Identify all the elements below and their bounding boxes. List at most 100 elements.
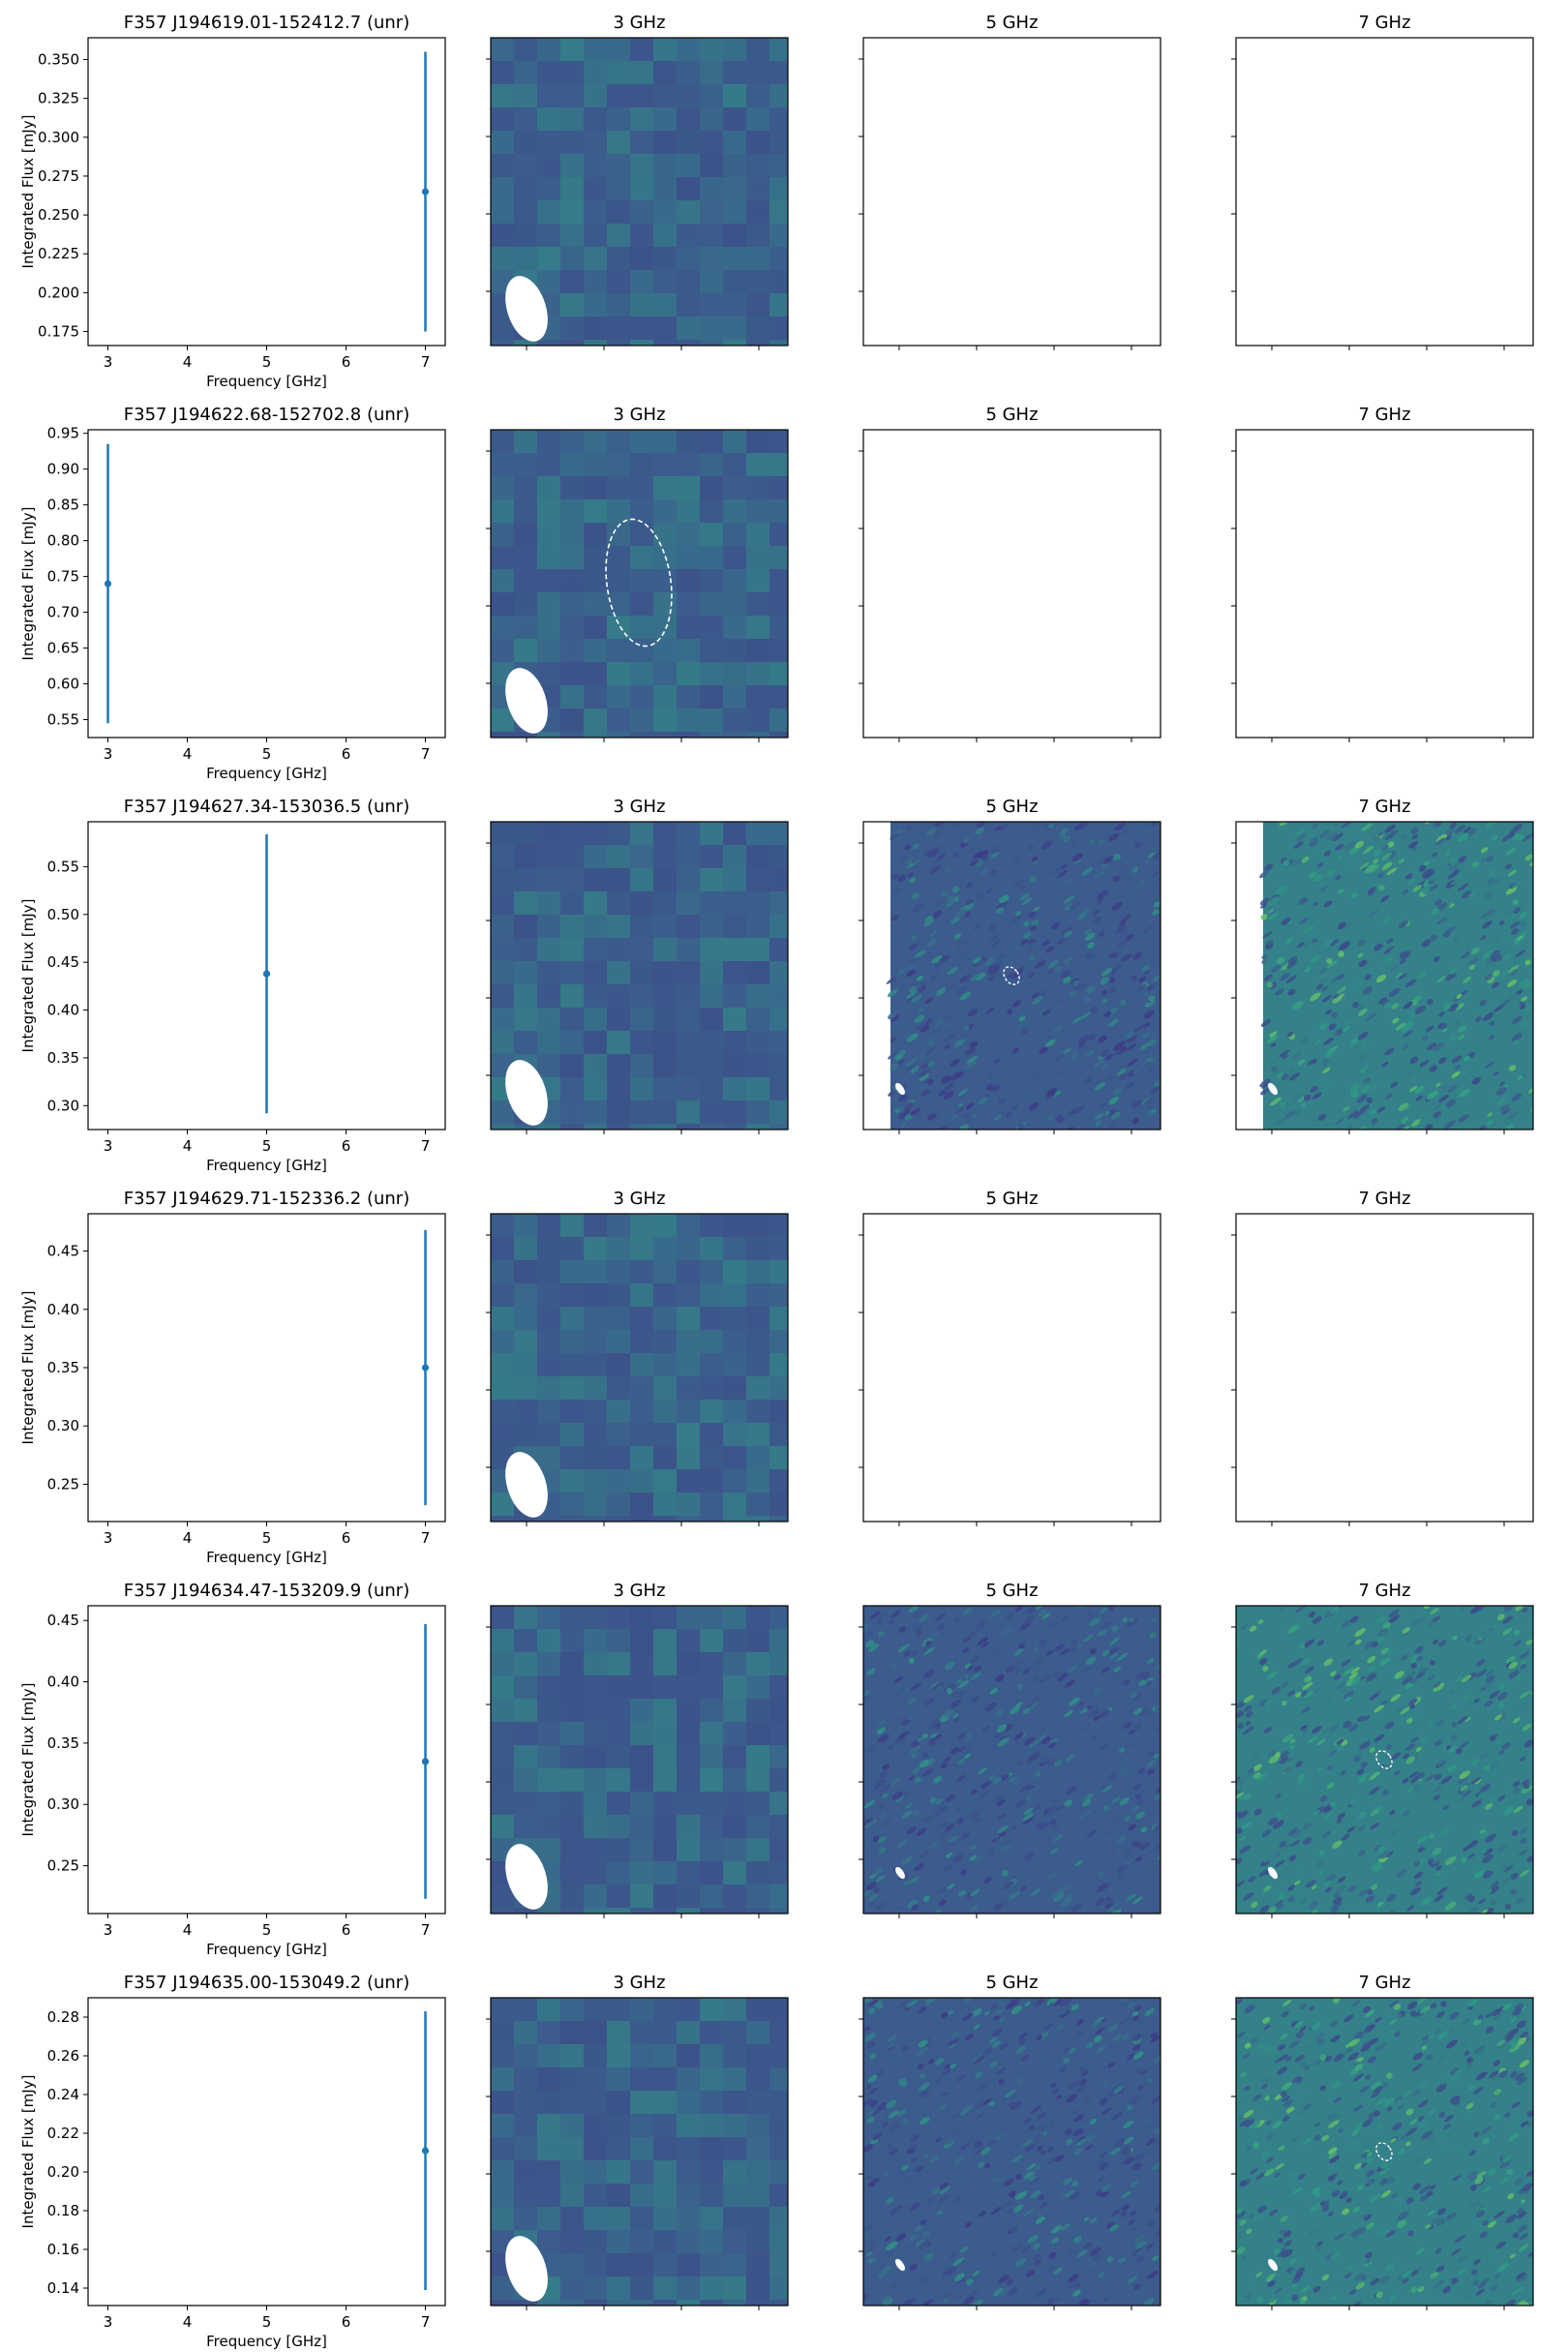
map-pixel bbox=[700, 984, 724, 1009]
map-pixel bbox=[653, 317, 678, 341]
map-pixel bbox=[653, 1031, 678, 1055]
map-pixel bbox=[700, 453, 724, 477]
map-speckle bbox=[1312, 2285, 1321, 2293]
map-speckle bbox=[924, 997, 933, 1005]
map-speckle bbox=[1260, 914, 1268, 920]
map-speckle bbox=[870, 2251, 881, 2259]
map-speckle bbox=[1077, 2136, 1086, 2143]
map-pixel bbox=[537, 1400, 561, 1424]
map-speckle bbox=[923, 919, 934, 927]
map-speckle bbox=[1111, 2209, 1121, 2216]
map-pixel bbox=[723, 732, 747, 738]
map-pixel bbox=[723, 430, 747, 454]
map-pixel bbox=[653, 107, 678, 132]
map-pixel bbox=[584, 270, 608, 294]
map-speckle bbox=[963, 978, 970, 983]
map-pixel bbox=[560, 2253, 585, 2277]
map-speckle bbox=[962, 1636, 972, 1643]
map-speckle bbox=[1451, 1055, 1462, 1064]
map-speckle bbox=[909, 943, 918, 950]
map-speckle bbox=[1416, 1671, 1426, 1679]
map-speckle bbox=[1088, 838, 1096, 845]
map-pixel bbox=[769, 523, 788, 547]
map-pixel bbox=[746, 84, 770, 108]
map-speckle bbox=[1371, 1884, 1378, 1890]
map-speckle bbox=[1512, 1781, 1521, 1788]
map-speckle bbox=[1436, 2055, 1448, 2064]
map-speckle bbox=[1022, 2139, 1034, 2148]
map-speckle bbox=[1072, 1015, 1083, 1024]
map-pixel bbox=[677, 317, 701, 341]
map-pixel bbox=[514, 1124, 538, 1130]
map-speckle bbox=[1156, 2054, 1161, 2062]
map-speckle bbox=[1070, 1052, 1078, 1060]
map-speckle bbox=[986, 1072, 993, 1078]
map-pixel bbox=[491, 1815, 515, 1839]
map-speckle bbox=[971, 2299, 983, 2306]
map-pixel bbox=[584, 453, 608, 477]
map-speckle bbox=[1493, 2273, 1502, 2279]
map-speckle bbox=[1480, 1752, 1489, 1760]
map-speckle bbox=[973, 959, 982, 968]
map-speckle bbox=[1394, 1124, 1405, 1130]
map-speckle bbox=[1060, 1998, 1072, 2006]
map-speckle bbox=[1286, 1031, 1294, 1038]
map-speckle bbox=[1462, 2294, 1469, 2300]
map-speckle bbox=[1412, 2183, 1422, 2190]
map-speckle bbox=[1510, 1777, 1516, 1783]
map-pixel bbox=[560, 1815, 585, 1839]
map-speckle bbox=[1413, 986, 1421, 993]
map-speckle bbox=[1264, 2096, 1271, 2101]
map-speckle bbox=[934, 1613, 947, 1622]
map-speckle bbox=[961, 2104, 974, 2114]
map-speckle bbox=[935, 1734, 942, 1739]
map-speckle bbox=[1386, 938, 1394, 944]
map-speckle bbox=[1095, 1120, 1101, 1127]
y-tick-label: 0.40 bbox=[47, 1674, 79, 1691]
map-speckle bbox=[1027, 2235, 1039, 2244]
map-speckle bbox=[865, 1882, 877, 1891]
map-speckle bbox=[1237, 1810, 1250, 1819]
map-speckle bbox=[1517, 935, 1523, 941]
map-speckle bbox=[1034, 1998, 1046, 2006]
map-pixel bbox=[537, 270, 561, 294]
map-speckle bbox=[1384, 1721, 1395, 1730]
map-speckle bbox=[1132, 2010, 1139, 2017]
map-speckle bbox=[1407, 2230, 1414, 2237]
map-speckle bbox=[927, 2059, 935, 2065]
map-speckle bbox=[941, 1998, 949, 2002]
map-speckle bbox=[1489, 1734, 1496, 1742]
map-speckle bbox=[1276, 1072, 1283, 1079]
map-pixel bbox=[537, 2067, 561, 2092]
x-tick-label: 4 bbox=[183, 353, 193, 371]
map-speckle bbox=[869, 2241, 876, 2246]
map-speckle bbox=[955, 1806, 962, 1812]
map-pixel bbox=[491, 868, 515, 892]
map-speckle bbox=[934, 1018, 944, 1026]
map-speckle bbox=[1514, 2178, 1524, 2186]
image-panel-7ghz: 7 GHz bbox=[1231, 13, 1534, 350]
map-speckle bbox=[1410, 1886, 1422, 1896]
map-pixel bbox=[607, 2091, 631, 2115]
map-speckle bbox=[1493, 2013, 1502, 2021]
map-speckle bbox=[1110, 2147, 1121, 2156]
map-pixel bbox=[630, 1998, 654, 2022]
map-pixel bbox=[769, 1283, 788, 1308]
map-speckle bbox=[1270, 1847, 1282, 1856]
map-speckle bbox=[1312, 823, 1319, 829]
map-pixel bbox=[491, 177, 515, 201]
map-pixel bbox=[746, 2137, 770, 2161]
map-speckle bbox=[878, 1611, 888, 1619]
map-speckle bbox=[1029, 822, 1037, 827]
map-speckle bbox=[1015, 1799, 1026, 1808]
map-speckle bbox=[890, 2054, 901, 2063]
map-pixel bbox=[607, 1652, 631, 1676]
y-tick-label: 0.50 bbox=[47, 906, 79, 923]
map-pixel bbox=[677, 1307, 701, 1331]
map-pixel bbox=[607, 2160, 631, 2185]
map-speckle bbox=[1253, 2102, 1261, 2109]
map-speckle bbox=[1002, 1774, 1010, 1781]
map-speckle bbox=[1409, 840, 1419, 848]
map-speckle bbox=[1351, 2129, 1360, 2137]
map-speckle bbox=[1360, 1762, 1369, 1768]
